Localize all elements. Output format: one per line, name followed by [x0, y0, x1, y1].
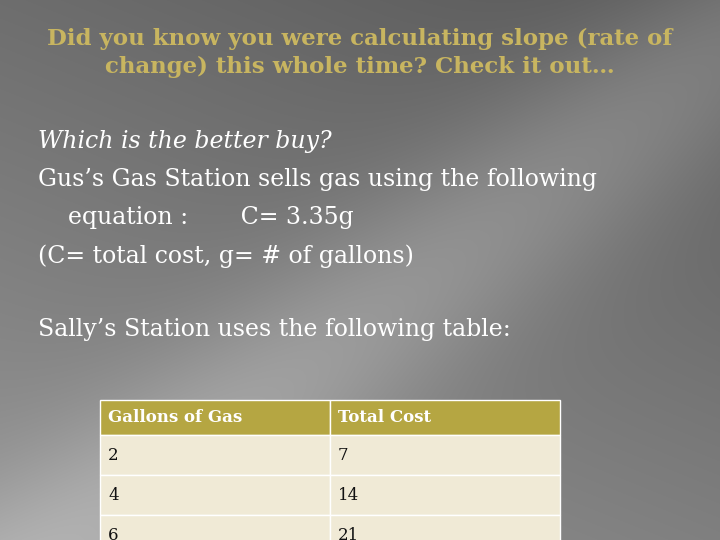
FancyBboxPatch shape: [100, 515, 330, 540]
Text: 14: 14: [338, 487, 359, 503]
Text: 7: 7: [338, 447, 348, 463]
Text: Which is the better buy?: Which is the better buy?: [38, 130, 332, 153]
Text: Gallons of Gas: Gallons of Gas: [108, 409, 242, 426]
FancyBboxPatch shape: [100, 475, 330, 515]
Text: Gus’s Gas Station sells gas using the following: Gus’s Gas Station sells gas using the fo…: [38, 168, 597, 191]
Text: Did you know you were calculating slope (rate of
change) this whole time? Check : Did you know you were calculating slope …: [48, 28, 672, 78]
Text: 2: 2: [108, 447, 119, 463]
FancyBboxPatch shape: [100, 400, 330, 435]
Text: Sally’s Station uses the following table:: Sally’s Station uses the following table…: [38, 318, 510, 341]
Text: 4: 4: [108, 487, 119, 503]
FancyBboxPatch shape: [330, 475, 560, 515]
Text: 21: 21: [338, 526, 359, 540]
FancyBboxPatch shape: [330, 400, 560, 435]
Text: Total Cost: Total Cost: [338, 409, 431, 426]
FancyBboxPatch shape: [330, 435, 560, 475]
Text: equation :       C= 3.35g: equation : C= 3.35g: [38, 206, 354, 229]
FancyBboxPatch shape: [100, 435, 330, 475]
FancyBboxPatch shape: [330, 515, 560, 540]
Text: (C= total cost, g= # of gallons): (C= total cost, g= # of gallons): [38, 244, 414, 267]
Text: 6: 6: [108, 526, 119, 540]
